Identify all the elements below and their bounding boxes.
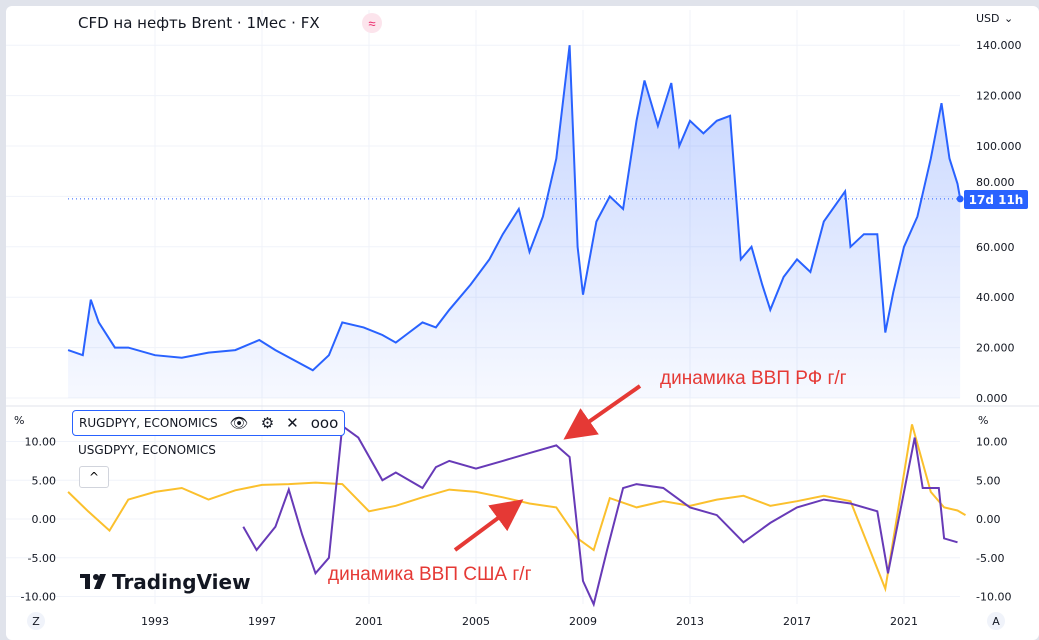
- last-price-dot: [956, 195, 964, 203]
- legend-secondary[interactable]: USGDPYY, ECONOMICS: [78, 443, 216, 457]
- right-tick-label: 5.00: [976, 474, 1001, 487]
- y-tick-label: 80.000: [976, 176, 1015, 189]
- x-tick-label: 2017: [783, 615, 811, 628]
- price-label: [964, 190, 1028, 209]
- annotation-us: динамика ВВП США г/г: [328, 564, 532, 585]
- x-tick-label: 1997: [248, 615, 276, 628]
- left-tick-label: 5.00: [32, 474, 57, 487]
- eye-icon[interactable]: 👁: [229, 414, 249, 432]
- arrow-russia: [563, 384, 642, 440]
- right-tick-label: 10.00: [976, 436, 1008, 449]
- a-label: A: [992, 615, 1000, 628]
- x-tick-label: 2001: [355, 615, 383, 628]
- y-tick-label: 140.000: [976, 39, 1022, 52]
- countdown-text: 17d 11h: [969, 193, 1024, 207]
- close-icon[interactable]: ✕: [286, 414, 299, 432]
- x-tick-label: 2009: [569, 615, 597, 628]
- y-tick-label: 60.000: [976, 241, 1015, 254]
- wave-icon: ≈: [368, 16, 375, 31]
- x-tick-label: 2005: [462, 615, 490, 628]
- russia-gdp-line: [242, 424, 958, 608]
- y-tick-label: 20.000: [976, 342, 1015, 355]
- legend-primary: RUGDPYY, ECONOMICS: [79, 416, 218, 430]
- us-gdp-line: [67, 424, 966, 593]
- gear-icon[interactable]: ⚙: [260, 414, 275, 432]
- currency-selector[interactable]: USD: [976, 12, 1000, 25]
- x-tick-label: 1993: [141, 615, 169, 628]
- y-tick-label: 100.000: [976, 140, 1022, 153]
- chart-title: CFD на нефть Brent · 1Мес · FX: [78, 14, 320, 32]
- right-tick-label: 0.00: [976, 513, 1001, 526]
- x-tick-label: 2021: [890, 615, 918, 628]
- left-tick-label: -10.00: [21, 591, 56, 604]
- price-line: [67, 45, 962, 372]
- market-status-icon[interactable]: [362, 13, 382, 33]
- y-tick-label: 120.000: [976, 90, 1022, 103]
- tradingview-logo[interactable]: TradingView: [80, 570, 251, 594]
- auto-scale-button[interactable]: [987, 612, 1005, 630]
- unit-right: %: [978, 414, 988, 427]
- y-tick-label: 0.000: [976, 392, 1008, 405]
- zoom-button[interactable]: [27, 612, 45, 630]
- svg-text:TradingView: TradingView: [112, 570, 251, 594]
- left-tick-label: 10.00: [25, 436, 57, 449]
- y-tick-label: 40.000: [976, 291, 1015, 304]
- more-icon[interactable]: ooo: [310, 414, 339, 432]
- z-label: Z: [32, 615, 40, 628]
- chevron-down-icon[interactable]: ⌄: [1004, 12, 1013, 25]
- left-tick-label: -5.00: [28, 552, 56, 565]
- collapse-legend-button[interactable]: ^: [79, 466, 109, 488]
- x-tick-label: 2013: [676, 615, 704, 628]
- right-tick-label: -10.00: [976, 591, 1011, 604]
- right-tick-label: -5.00: [976, 552, 1004, 565]
- annotation-russia: динамика ВВП РФ г/г: [660, 368, 847, 389]
- indicator-legend[interactable]: RUGDPYY, ECONOMICS 👁 ⚙ ✕ ooo: [72, 410, 346, 436]
- price-area: [68, 45, 961, 398]
- arrow-us: [453, 499, 524, 552]
- left-tick-label: 0.00: [32, 513, 57, 526]
- unit-left: %: [14, 414, 24, 427]
